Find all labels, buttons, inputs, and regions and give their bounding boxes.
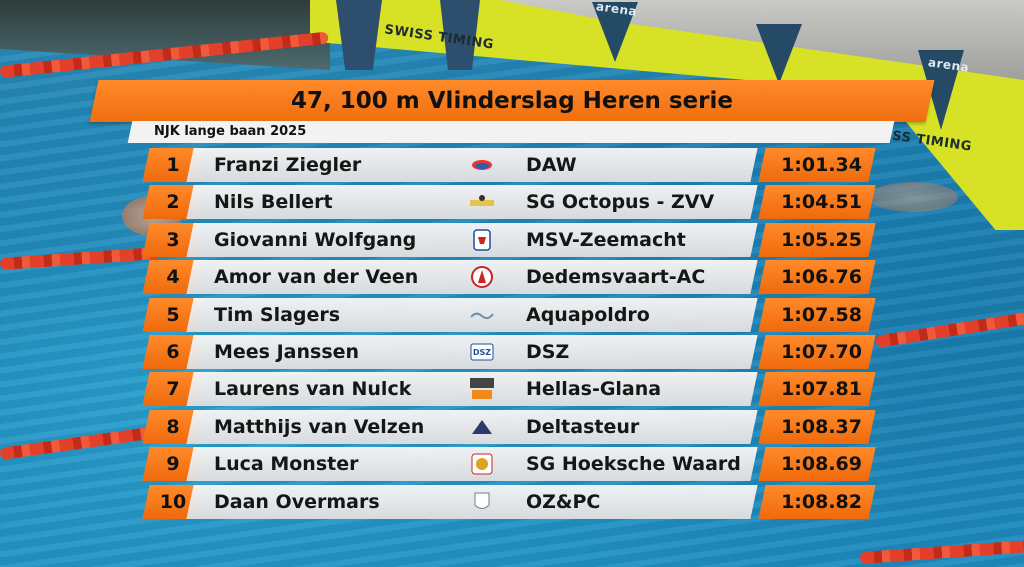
club-name: SG Hoeksche Waard [526, 453, 741, 476]
result-time: 1:07.81 [781, 378, 862, 401]
zeemacht-club-logo-icon [470, 229, 494, 251]
swimmer-name: Luca Monster [214, 453, 359, 476]
meet-name: NJK lange baan 2025 [154, 124, 307, 139]
rank-number: 3 [166, 228, 180, 251]
swimmer-name: Franzi Ziegler [214, 154, 362, 176]
rank-number: 2 [166, 191, 180, 214]
result-row: 5 Tim Slagers Aquapoldro 1:07.58 [0, 297, 1024, 332]
swimmer-name: Tim Slagers [214, 303, 341, 326]
rank-number: 10 [159, 490, 187, 513]
svg-text:DSZ: DSZ [473, 348, 491, 357]
rank-number: 8 [166, 415, 180, 438]
result-row: 3 Giovanni Wolfgang MSV-Zeemacht 1:05.25 [0, 222, 1024, 257]
swimmer-name: Giovanni Wolfgang [214, 228, 417, 251]
result-time: 1:07.70 [781, 341, 862, 363]
club-name: Dedemsvaart-AC [526, 266, 706, 289]
swimmer-name: Mees Janssen [214, 341, 360, 363]
rank-number: 1 [166, 154, 180, 176]
result-time: 1:08.69 [781, 453, 862, 476]
result-row: 9 Luca Monster SG Hoeksche Waard 1:08.69 [0, 447, 1024, 482]
rank-number: 5 [166, 303, 180, 326]
result-time: 1:08.37 [781, 415, 862, 438]
result-row: 6 Mees Janssen DSZ 1:07.70 DSZ [0, 335, 1024, 369]
result-row: 4 Amor van der Veen Dedemsvaart-AC 1:06.76 [0, 260, 1024, 295]
octopus-club-logo-icon [470, 191, 494, 213]
club-name: Hellas-Glana [526, 378, 662, 401]
result-time: 1:05.25 [781, 228, 862, 251]
swimmer-name: Daan Overmars [214, 490, 380, 513]
deltasteur-club-logo-icon [470, 416, 494, 438]
result-time: 1:07.58 [781, 303, 862, 326]
hoeksche-waard-club-logo-icon [470, 453, 494, 475]
result-time: 1:08.82 [781, 490, 862, 513]
swimmer-name: Amor van der Veen [214, 266, 419, 289]
swimmer-name: Laurens van Nulck [214, 378, 412, 401]
swimmer-name: Matthijs van Velzen [214, 415, 425, 438]
result-time: 1:01.34 [781, 154, 862, 176]
dsz-club-logo-icon: DSZ [470, 341, 494, 363]
dedemsvaart-club-logo-icon [470, 266, 494, 289]
result-row: 8 Matthijs van Velzen Deltasteur 1:08.37 [0, 409, 1024, 444]
rank-number: 6 [166, 341, 180, 363]
aquapoldro-club-logo-icon [470, 304, 494, 326]
swimmer-name: Nils Bellert [214, 191, 333, 214]
club-name: DSZ [526, 341, 570, 363]
result-time: 1:04.51 [781, 191, 862, 214]
rank-number: 9 [166, 453, 180, 476]
club-name: OZ&PC [526, 490, 601, 513]
club-name: MSV-Zeemacht [526, 228, 686, 251]
club-name: DAW [526, 154, 577, 176]
club-name: Aquapoldro [526, 303, 650, 326]
swim-team-club-logo-icon [470, 378, 494, 400]
result-time: 1:06.76 [781, 266, 862, 289]
club-name: Deltasteur [526, 415, 640, 438]
result-row: 1 Franzi Ziegler DAW 1:01.34 [0, 148, 1024, 182]
rank-number: 7 [166, 378, 180, 401]
daw-club-logo-icon [470, 154, 494, 176]
ozpc-club-logo-icon [470, 491, 494, 513]
event-title: 47, 100 m Vlinderslag Heren serie [291, 88, 733, 114]
result-row: 10 Daan Overmars OZ&PC 1:08.82 [0, 484, 1024, 519]
club-name: SG Octopus - ZVV [526, 191, 715, 214]
result-row: 2 Nils Bellert SG Octopus - ZVV 1:04.51 [0, 185, 1024, 220]
result-row: 7 Laurens van Nulck Hellas-Glana 1:07.81 [0, 372, 1024, 407]
rank-number: 4 [166, 266, 180, 289]
swimmer-shape [868, 182, 958, 212]
